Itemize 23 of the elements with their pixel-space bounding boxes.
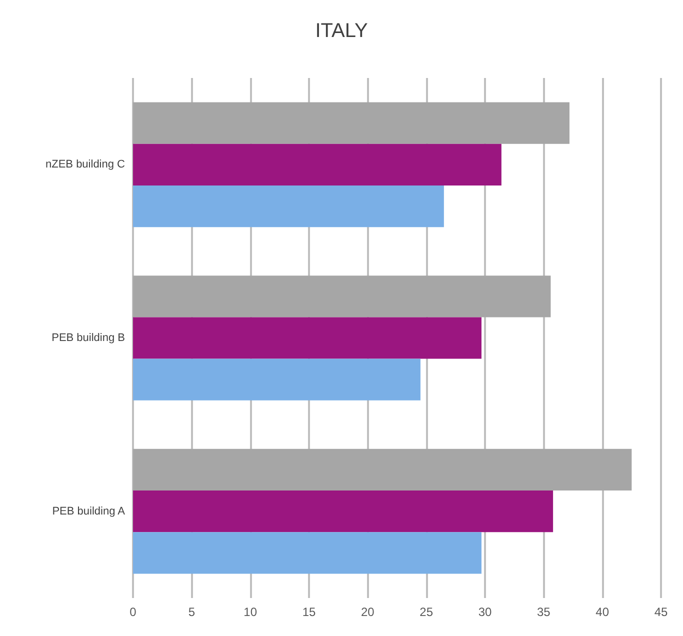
x-tick-label: 25	[420, 605, 434, 619]
x-tick-label: 10	[244, 605, 258, 619]
bar	[133, 144, 502, 186]
x-tick-label: 0	[130, 605, 137, 619]
x-tick-label: 5	[188, 605, 196, 619]
bar	[133, 317, 482, 359]
bar	[133, 448, 632, 491]
chart-title: ITALY	[315, 20, 368, 42]
bar	[133, 490, 554, 532]
bar	[133, 102, 570, 144]
x-tick-label: 45	[654, 605, 668, 619]
x-tick-label: 40	[596, 605, 610, 619]
bar	[133, 532, 482, 574]
y-tick-label: nZEB building C	[46, 158, 126, 171]
bar	[133, 276, 551, 318]
x-tick-label: 15	[302, 605, 316, 619]
x-tick-label: 35	[536, 605, 551, 619]
y-tick-label: PEB building B	[52, 332, 125, 344]
x-tick-label: 20	[360, 605, 375, 619]
bar	[133, 185, 444, 228]
bar	[133, 358, 420, 400]
y-tick-label: PEB building A	[52, 505, 126, 518]
x-tick-label: 30	[478, 605, 492, 619]
